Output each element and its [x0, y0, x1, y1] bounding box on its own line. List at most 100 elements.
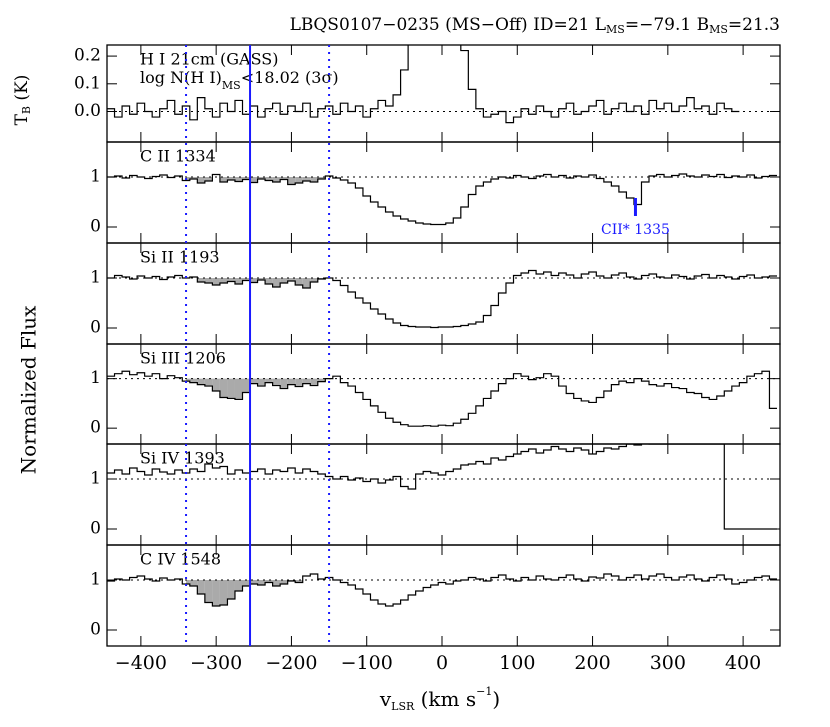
absorption-shade [204, 580, 213, 603]
ylabel-part: T [12, 113, 32, 125]
note-part: <18.02 (3σ) [241, 68, 339, 87]
absorption-shade [212, 278, 220, 285]
absorption-shade [234, 580, 243, 591]
xlabel-sub: LSR [391, 700, 415, 713]
absorption-shade [302, 378, 311, 384]
absorption-shade [295, 278, 303, 285]
x-tick-label: −100 [341, 652, 393, 674]
absorption-shade [234, 177, 243, 182]
absorption-shade [272, 177, 281, 182]
absorption-shade [317, 177, 326, 179]
absorption-shade [219, 378, 228, 398]
title-part: =21.3 [728, 15, 780, 35]
absorption-shade [186, 378, 190, 382]
y-tick-label: 1 [90, 268, 101, 288]
absorption-shade [242, 580, 251, 586]
panel-frame [106, 544, 781, 647]
absorption-shade [265, 278, 273, 284]
y-tick-label: 0 [90, 418, 101, 438]
absorption-shade [197, 177, 205, 183]
absorption-shade [212, 580, 220, 606]
y-tick-label: 0.0 [74, 101, 101, 121]
x-axis-label: vLSR (km s−1) [379, 685, 500, 713]
y-tick-label: 0.2 [74, 46, 101, 66]
absorption-shade [287, 278, 296, 281]
panel-label: H I 21cm (GASS) [140, 50, 278, 69]
absorption-shade [257, 177, 266, 179]
y-tick-label: 1 [90, 368, 101, 388]
absorption-shade [197, 278, 205, 282]
x-tick-label: 300 [650, 652, 686, 674]
absorption-shade [265, 378, 273, 383]
absorption-shade [250, 378, 258, 384]
panel [107, 444, 780, 530]
spectrum [107, 45, 740, 124]
chart-title: LBQS0107−0235 (MS−Off) ID=21 LMS=−79.1 B… [290, 15, 780, 37]
x-tick-label: 100 [499, 652, 535, 674]
xlabel-part: (km s [414, 687, 476, 711]
xlabel-part: ) [492, 687, 500, 711]
absorption-shade [204, 177, 213, 181]
absorption-shade [204, 278, 213, 283]
absorption-shade [302, 177, 311, 181]
absorption-shade [310, 177, 318, 182]
y-tick-label: 0 [90, 519, 101, 539]
absorption-shade [250, 278, 258, 283]
title-sub: MS [606, 23, 625, 36]
panel-label: Si IV 1393 [140, 449, 225, 468]
absorption-shade [212, 378, 220, 392]
absorption-shade [317, 378, 326, 382]
absorption-shade [227, 580, 235, 599]
x-tick-label: 400 [725, 652, 761, 674]
ylabel-part: (K) [12, 75, 32, 106]
absorption-shade [227, 278, 235, 282]
absorption-shade [280, 177, 288, 180]
y-tick-label: 0 [90, 318, 101, 338]
y-tick-label: 1 [90, 570, 101, 590]
title-sub: MS [709, 23, 728, 36]
y-tick-label: 0.1 [74, 73, 101, 93]
absorption-shade [272, 580, 281, 586]
panel [107, 45, 780, 124]
absorption-shade [295, 580, 303, 583]
absorption-shade [197, 378, 205, 385]
panel [107, 370, 780, 427]
note-sub: MS [222, 79, 241, 92]
absorption-shade [234, 378, 243, 400]
column-density-note: log N(H I)MS<18.02 (3σ) [140, 68, 339, 93]
panel [107, 573, 780, 607]
absorption-shade [250, 580, 258, 584]
panel-label: Si III 1206 [140, 349, 226, 368]
absorption-shade [310, 378, 318, 386]
absorption-shade [310, 278, 318, 282]
x-tick-label: −300 [190, 652, 242, 674]
absorption-shade [189, 580, 198, 586]
absorption-shade [234, 278, 243, 284]
annotation-label: CII* 1335 [601, 222, 670, 238]
x-tick-label: 0 [436, 652, 448, 674]
absorption-shade [242, 378, 251, 393]
top-y-axis-label: TB (K) [12, 75, 34, 126]
panel [107, 173, 780, 226]
ylabel-sub: B [20, 106, 33, 114]
absorption-shade [186, 177, 190, 181]
panel-label: C II 1334 [140, 147, 216, 166]
y-tick-label: 1 [90, 469, 101, 489]
absorption-shade [197, 580, 205, 594]
xlabel-part: v [379, 687, 392, 711]
absorption-shade [280, 580, 288, 584]
title-part: LBQS0107−0235 (MS−Off) ID=21 L [290, 15, 606, 35]
absorption-shade [257, 580, 266, 585]
title-part: =−79.1 B [625, 15, 709, 35]
absorption-shade [272, 278, 281, 287]
spectrum [107, 573, 777, 607]
panel-label: Si II 1193 [140, 248, 220, 267]
absorption-shade [219, 580, 228, 605]
y-axis-label: Normalized Flux [17, 305, 41, 474]
absorption-shade [280, 278, 288, 283]
x-tick-label: −200 [265, 652, 317, 674]
x-tick-label: 200 [574, 652, 610, 674]
absorption-shade [186, 580, 190, 584]
y-tick-label: 0 [90, 217, 101, 237]
